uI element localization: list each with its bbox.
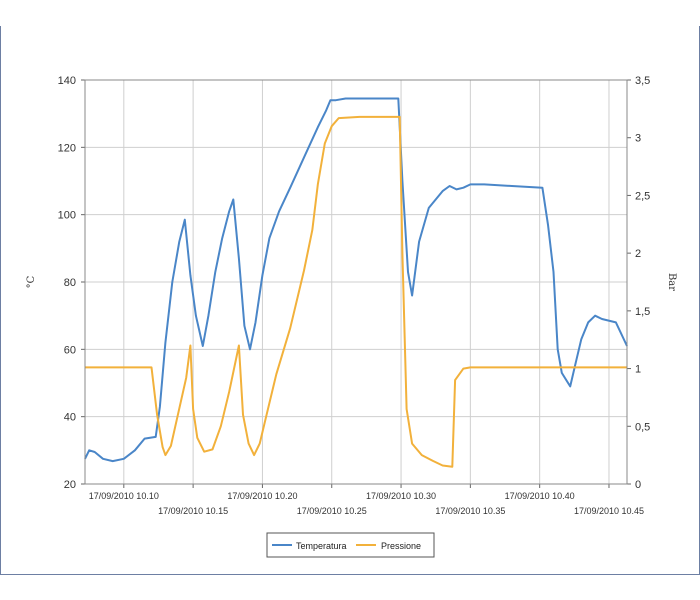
x-tick-label: 17/09/2010 10.30 <box>366 491 436 501</box>
left-axis-ticks: 20 40 60 80 100 120 140 <box>58 75 85 491</box>
x-tick-label: 17/09/2010 10.35 <box>435 506 505 516</box>
plot-area-border <box>84 79 628 485</box>
left-axis-label: °C <box>26 275 37 288</box>
legend-label-pressione: Pressione <box>381 541 421 551</box>
x-axis-ticks: 17/09/2010 10.10 17/09/2010 10.15 17/09/20… <box>89 484 644 516</box>
y-tick-label: 60 <box>64 344 76 356</box>
y2-tick-label: 0,5 <box>635 421 650 433</box>
chart-frame: 20 40 60 80 100 120 140 0 0,5 1 1,5 2 2,5 3 3,5 17/09… <box>0 26 700 575</box>
series-line-pressione <box>85 115 627 468</box>
series-line-temperatura <box>84 97 628 463</box>
y2-tick-label: 2 <box>635 248 641 260</box>
x-tick-label: 17/09/2010 10.45 <box>574 506 644 516</box>
right-axis-label: Bar <box>666 273 677 291</box>
x-tick-label: 17/09/2010 10.20 <box>227 491 297 501</box>
y-tick-label: 100 <box>58 210 76 222</box>
y2-tick-label: 0 <box>635 479 641 491</box>
legend: Temperatura Pressione <box>266 532 435 558</box>
legend-box <box>266 532 435 558</box>
y2-tick-label: 3 <box>635 133 641 145</box>
y2-tick-label: 2,5 <box>635 190 650 202</box>
right-axis-ticks: 0 0,5 1 1,5 2 2,5 3 3,5 <box>627 75 650 491</box>
y-tick-label: 120 <box>58 142 76 154</box>
x-tick-label: 17/09/2010 10.15 <box>158 506 228 516</box>
grid <box>85 79 627 485</box>
x-tick-label: 17/09/2010 10.40 <box>505 491 575 501</box>
x-tick-label: 17/09/2010 10.25 <box>297 506 367 516</box>
y-tick-label: 20 <box>64 479 76 491</box>
y2-tick-label: 3,5 <box>635 75 650 87</box>
y2-tick-label: 1 <box>635 364 641 376</box>
y-tick-label: 40 <box>64 412 76 424</box>
y-tick-label: 80 <box>64 277 76 289</box>
line-chart: 20 40 60 80 100 120 140 0 0,5 1 1,5 2 2,5 3 3,5 17/09… <box>26 75 677 558</box>
y2-tick-label: 1,5 <box>635 306 650 318</box>
series-lines <box>84 97 628 468</box>
legend-label-temperatura: Temperatura <box>296 541 347 551</box>
y-tick-label: 140 <box>58 75 76 87</box>
x-tick-label: 17/09/2010 10.10 <box>89 491 159 501</box>
